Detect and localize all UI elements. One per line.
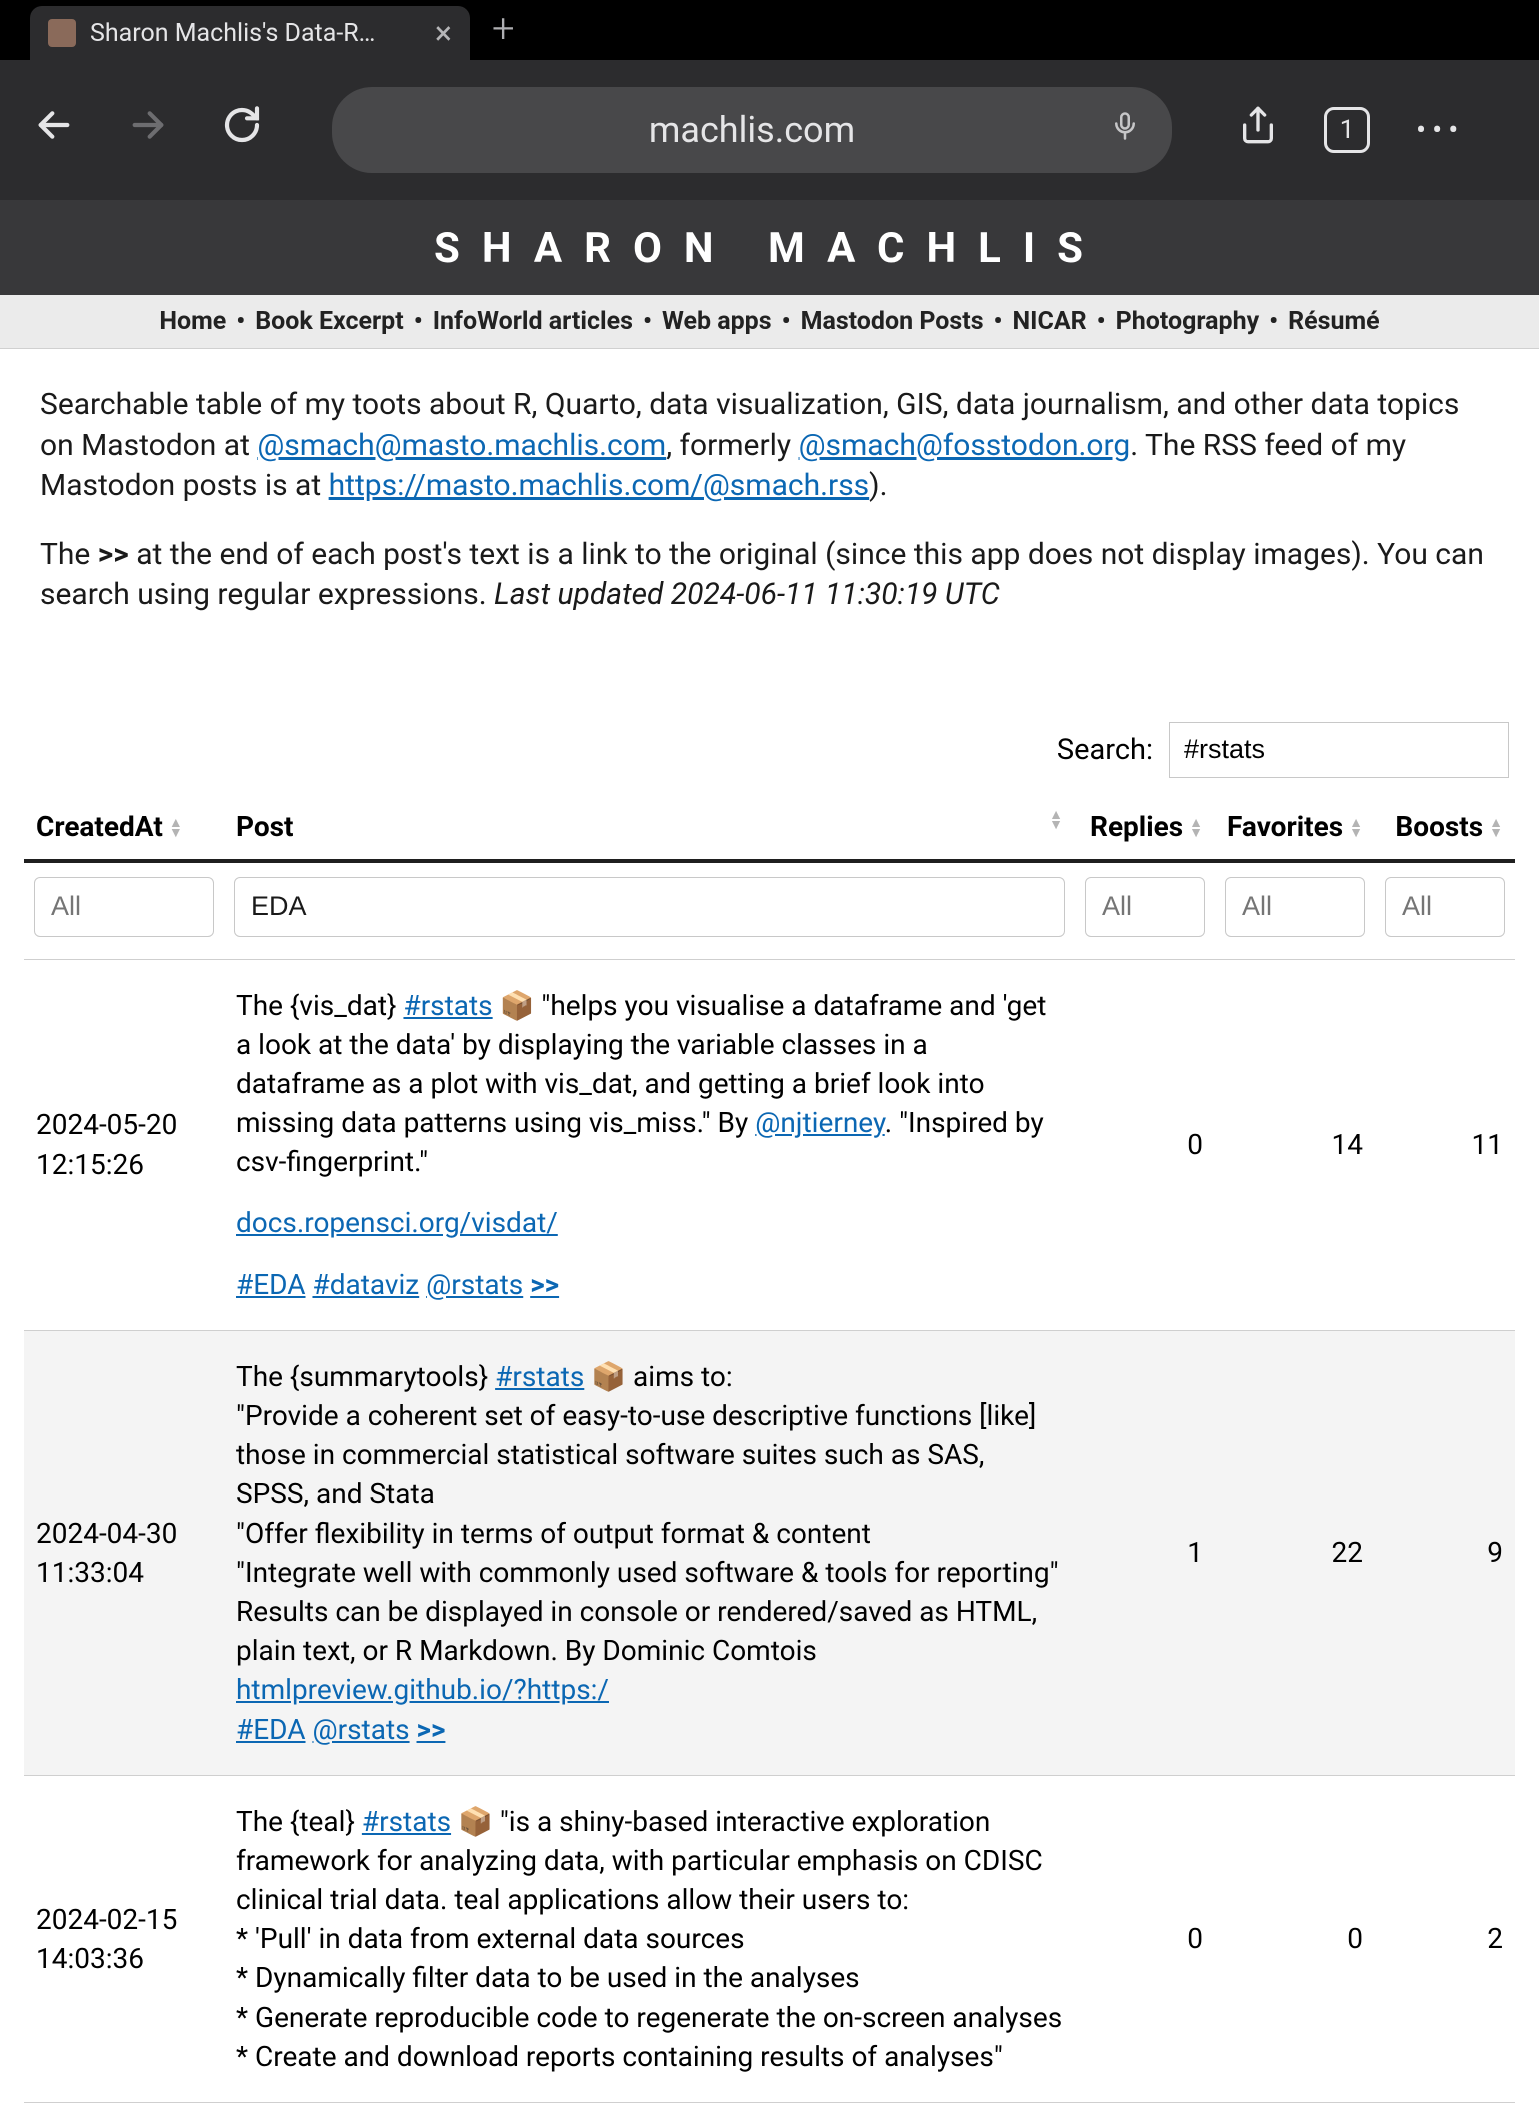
browser-toolbar: machlis.com 1 ••• — [0, 60, 1539, 200]
site-title: SHARON MACHLIS — [0, 200, 1539, 295]
nav-item[interactable]: Photography — [1116, 307, 1260, 336]
search-input[interactable] — [1169, 722, 1509, 778]
nav-item[interactable]: Book Excerpt — [255, 307, 404, 336]
post-link[interactable]: #dataviz — [312, 1268, 419, 1301]
intro-paragraph-1: Searchable table of my toots about R, Qu… — [40, 385, 1499, 507]
site-nav: Home•Book Excerpt•InfoWorld articles•Web… — [0, 295, 1539, 349]
post-link[interactable]: htmlpreview.github.io/?https:/ — [236, 1673, 609, 1706]
tab-favicon — [48, 19, 76, 47]
browser-tab[interactable]: Sharon Machlis's Data-R… × — [30, 6, 470, 60]
table-search-row: Search: — [24, 722, 1515, 778]
filter-replies[interactable] — [1085, 877, 1205, 937]
cell-post: The {teal} #rstats 📦 "is a shiny-based i… — [224, 1775, 1075, 2102]
new-tab-button[interactable]: + — [492, 5, 515, 52]
nav-item[interactable]: Résumé — [1288, 307, 1380, 336]
post-link[interactable]: @rstats — [426, 1268, 523, 1301]
col-boosts[interactable]: Boosts▲▼ — [1375, 796, 1515, 861]
table-body: 2024-05-20 12:15:26The {vis_dat} #rstats… — [24, 959, 1515, 2103]
nav-item[interactable]: Mastodon Posts — [801, 307, 984, 336]
filter-post[interactable] — [234, 877, 1065, 937]
nav-item[interactable]: NICAR — [1013, 307, 1087, 336]
sort-icon: ▲▼ — [169, 818, 183, 838]
filter-boosts[interactable] — [1385, 877, 1505, 937]
col-createdat[interactable]: CreatedAt▲▼ — [24, 796, 224, 861]
url-bar[interactable]: machlis.com — [332, 87, 1172, 173]
nav-item[interactable]: Home — [159, 307, 226, 336]
col-replies[interactable]: Replies▲▼ — [1075, 796, 1215, 861]
post-link[interactable]: @njtierney — [755, 1106, 885, 1139]
back-button[interactable] — [30, 104, 78, 156]
cell-replies: 0 — [1075, 959, 1215, 1330]
col-favorites[interactable]: Favorites▲▼ — [1215, 796, 1375, 861]
filter-createdat[interactable] — [34, 877, 214, 937]
cell-createdat: 2024-04-30 11:33:04 — [24, 1330, 224, 1775]
cell-createdat: 2024-05-20 12:15:26 — [24, 959, 224, 1330]
post-link[interactable]: docs.ropensci.org/visdat/ — [236, 1206, 558, 1239]
post-link[interactable]: #EDA — [236, 1713, 306, 1746]
mic-icon[interactable] — [1110, 107, 1140, 154]
cell-createdat: 2024-02-15 14:03:36 — [24, 1775, 224, 2102]
link-masto[interactable]: @smach@masto.machlis.com — [257, 428, 666, 463]
nav-item[interactable]: Web apps — [662, 307, 772, 336]
cell-boosts: 11 — [1375, 959, 1515, 1330]
close-icon[interactable]: × — [435, 14, 452, 52]
col-post[interactable]: Post▲▼ — [224, 796, 1075, 861]
nav-item[interactable]: InfoWorld articles — [433, 307, 633, 336]
table-header-row: CreatedAt▲▼ Post▲▼ Replies▲▼ Favorites▲▼… — [24, 796, 1515, 861]
cell-boosts: 9 — [1375, 1330, 1515, 1775]
forward-button[interactable] — [124, 104, 172, 156]
intro-paragraph-2: The >> at the end of each post's text is… — [40, 535, 1499, 616]
cell-boosts: 2 — [1375, 1775, 1515, 2102]
cell-post: The {vis_dat} #rstats 📦 "helps you visua… — [224, 959, 1075, 1330]
post-link[interactable]: #rstats — [495, 1360, 584, 1393]
tab-count-value: 1 — [1340, 115, 1355, 145]
reload-button[interactable] — [218, 104, 266, 156]
post-link[interactable]: @rstats — [312, 1713, 409, 1746]
sort-icon: ▲▼ — [1049, 810, 1063, 830]
post-link[interactable]: #rstats — [403, 989, 492, 1022]
cell-favorites: 22 — [1215, 1330, 1375, 1775]
data-table: CreatedAt▲▼ Post▲▼ Replies▲▼ Favorites▲▼… — [24, 796, 1515, 2103]
browser-tab-bar: Sharon Machlis's Data-R… × + — [0, 0, 1539, 60]
sort-icon: ▲▼ — [1189, 818, 1203, 838]
search-label: Search: — [1057, 733, 1153, 767]
sort-icon: ▲▼ — [1489, 818, 1503, 838]
link-rss[interactable]: https://masto.machlis.com/@smach.rss — [329, 468, 870, 503]
cell-post: The {summarytools} #rstats 📦 aims to:"Pr… — [224, 1330, 1075, 1775]
post-link[interactable]: #rstats — [362, 1805, 451, 1838]
post-link[interactable]: >> — [530, 1268, 559, 1301]
cell-favorites: 14 — [1215, 959, 1375, 1330]
post-link[interactable]: #EDA — [236, 1268, 306, 1301]
cell-favorites: 0 — [1215, 1775, 1375, 2102]
table-row: 2024-02-15 14:03:36The {teal} #rstats 📦 … — [24, 1775, 1515, 2102]
sort-icon: ▲▼ — [1349, 818, 1363, 838]
post-link[interactable]: >> — [417, 1713, 446, 1746]
tab-title: Sharon Machlis's Data-R… — [90, 19, 421, 48]
table-filter-row — [24, 861, 1515, 960]
more-menu-icon[interactable]: ••• — [1416, 113, 1464, 148]
url-text: machlis.com — [649, 109, 855, 151]
table-row: 2024-05-20 12:15:26The {vis_dat} #rstats… — [24, 959, 1515, 1330]
link-fosstodon[interactable]: @smach@fosstodon.org — [799, 428, 1131, 463]
cell-replies: 0 — [1075, 1775, 1215, 2102]
table-row: 2024-04-30 11:33:04The {summarytools} #r… — [24, 1330, 1515, 1775]
cell-replies: 1 — [1075, 1330, 1215, 1775]
filter-favorites[interactable] — [1225, 877, 1365, 937]
intro-content: Searchable table of my toots about R, Qu… — [0, 349, 1539, 662]
tab-count-button[interactable]: 1 — [1324, 107, 1370, 153]
share-icon[interactable] — [1238, 103, 1278, 158]
table-container: Search: CreatedAt▲▼ Post▲▼ Replies▲▼ Fav… — [0, 662, 1539, 2103]
